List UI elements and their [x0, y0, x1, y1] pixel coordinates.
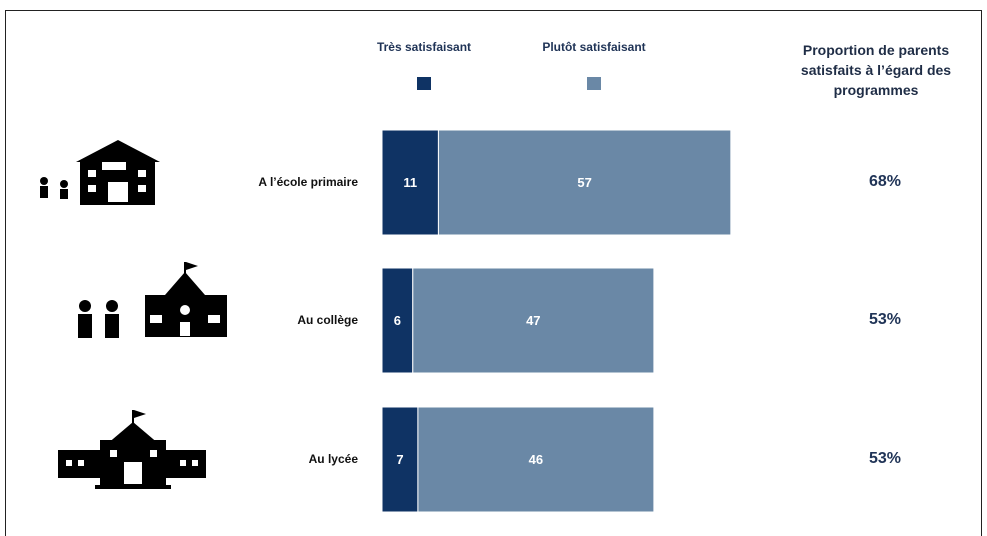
category-label: A l’école primaire [258, 174, 358, 189]
legend-label: Très satisfaisant [376, 40, 472, 54]
bar-segment [417, 406, 655, 513]
legend-swatch [417, 77, 431, 90]
total-label: 53% [868, 310, 902, 328]
value-label: 47 [526, 312, 541, 328]
icon-roof [76, 140, 160, 162]
category-label: Au lycée [308, 451, 358, 466]
totals-title: Proportion de parents satisfaits à l’éga… [800, 42, 952, 98]
total-label: 68% [868, 172, 902, 190]
total-label: 53% [868, 449, 902, 467]
frame [5, 10, 982, 536]
category-label: Au collège [297, 312, 358, 327]
bar-segment [381, 406, 419, 513]
bar-segment [381, 267, 414, 374]
legend-swatch [587, 77, 601, 90]
value-label: 11 [403, 174, 418, 190]
bar-segment [381, 129, 439, 236]
bar-segment [437, 129, 732, 236]
icons [40, 140, 227, 489]
value-label: 7 [396, 451, 404, 467]
value-label: 46 [528, 451, 544, 467]
bar-segment [412, 267, 655, 374]
value-label: 6 [393, 312, 401, 328]
legend-label: Plutôt satisfaisant [542, 40, 646, 54]
value-label: 57 [577, 174, 592, 190]
